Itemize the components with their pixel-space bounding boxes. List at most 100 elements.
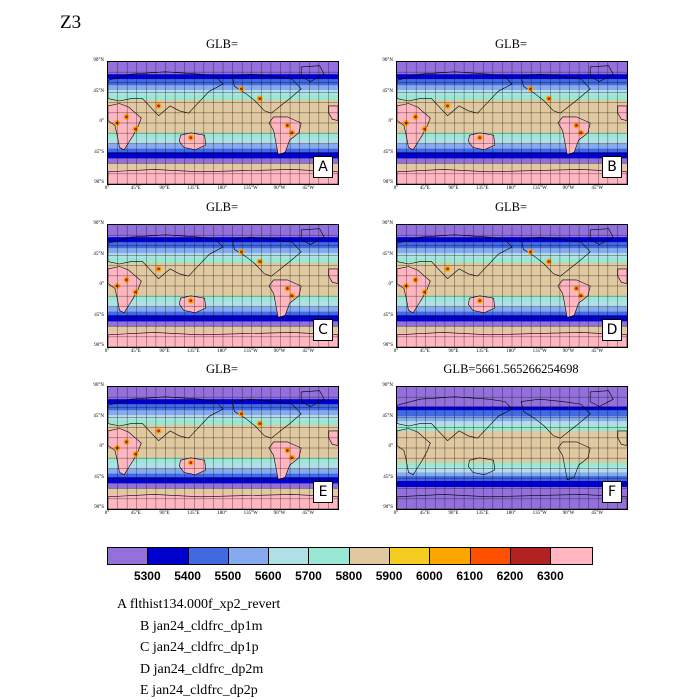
lon-tick-label: 45°W [302,349,315,354]
lat-tick-label: 90°S [383,180,393,185]
lat-tick-label: 90°N [382,58,393,63]
colorbar-label: 5400 [174,569,201,583]
lat-tick-label: 45°S [383,474,393,480]
map-plot [107,386,339,510]
lon-tick-label: 90°E [159,349,170,354]
lon-tick-label: 90°W [562,511,575,516]
lon-tick-label: 90°W [273,511,286,516]
colorbar-swatch [349,548,391,564]
colorbar-swatch [148,548,189,564]
legend-letter: C [140,640,150,655]
legend-case-name: jan24_cldfrc_dp1m [149,618,263,634]
lon-tick-label: 135°W [243,349,258,354]
lat-tick-label: 45°S [383,312,393,318]
lat-tick-label: 45°S [94,474,104,480]
lon-tick-label: 45°W [591,186,604,191]
lat-tick-label: 90°S [94,343,104,348]
legend-entry: B jan24_cldfrc_dp1m [140,619,262,635]
legend-letter: B [140,618,150,634]
panel-letter: E [313,481,333,503]
legend-letter: D [140,661,151,677]
colorbar-label: 5700 [295,569,322,583]
colorbar-swatch [430,548,471,564]
lon-tick-label: 45°W [302,511,315,516]
lon-tick-label: 180° [217,349,227,354]
lon-tick-label: 0° [104,349,110,354]
panel-title: GLB= [494,37,528,51]
map-plot [107,61,339,185]
map-plot [396,386,628,510]
lon-tick-label: 45°W [302,186,315,191]
lon-tick-label: 180° [506,349,516,354]
lon-tick-label: 45°W [591,511,604,516]
lon-tick-label: 90°W [273,349,286,354]
lon-tick-label: 180° [217,511,227,516]
lon-tick-label: 135°E [475,349,489,354]
colorbar-label: 5900 [375,569,403,583]
lon-tick-label: 45°E [130,511,141,516]
lon-tick-label: 90°W [273,186,286,191]
lat-tick-label: 45°N [382,88,393,94]
colorbar-swatch [390,548,431,564]
panel-letter: F [602,481,622,503]
lon-tick-label: 135°W [243,511,258,516]
colorbar-swatch [309,548,350,564]
lon-tick-label: 90°E [448,186,459,191]
lat-tick-label: 90°N [382,383,393,388]
legend-case-name: jan24_cldfrc_dp2p [148,683,258,698]
panel-title: GLB= [205,37,239,51]
colorbar-swatch [188,548,229,564]
lon-tick-label: 90°E [448,349,459,354]
colorbar-swatch [551,548,592,564]
legend-case-name: jan24_cldfrc_dp2m [150,661,264,677]
colorbar-label: 5300 [133,569,161,583]
colorbar-label: 6200 [496,569,524,583]
colorbar-label: 6100 [456,569,484,583]
lon-tick-label: 180° [506,511,516,516]
map-plot [396,61,628,185]
lat-tick-label: 0° [99,282,105,287]
lat-tick-label: 90°S [383,505,393,510]
legend-letter: E [140,683,149,698]
lat-tick-label: 90°S [94,180,104,185]
panel-title: GLB= [205,362,239,376]
lat-tick-label: 45°N [93,88,104,94]
lon-tick-label: 135°W [243,186,258,191]
lon-tick-label: 135°E [186,511,200,516]
panel-title: GLB= [494,200,528,214]
panel-letter: C [313,319,333,341]
lat-tick-label: 0° [388,444,394,449]
colorbar-label: 5500 [214,569,242,583]
panel-title: GLB=5661.565266254698 [443,362,579,376]
lon-tick-label: 135°E [186,349,200,354]
legend-entry: C jan24_cldfrc_dp1p [140,640,259,656]
lon-tick-label: 45°W [591,349,604,354]
lat-tick-label: 0° [388,282,394,287]
lat-tick-label: 90°N [93,383,104,388]
legend-entry: E jan24_cldfrc_dp2p [140,683,258,699]
lon-tick-label: 45°E [419,349,430,354]
lat-tick-label: 90°N [93,58,104,63]
lon-tick-label: 90°E [159,511,170,516]
map-plot [107,224,339,348]
lon-tick-label: 135°E [186,186,200,191]
panel-letter: A [313,156,333,178]
lat-tick-label: 90°S [383,343,393,348]
lon-tick-label: 0° [393,349,399,354]
lon-tick-label: 135°W [532,349,547,354]
lon-tick-label: 45°E [419,511,430,516]
figure-title: Z3 [60,12,82,33]
lon-tick-label: 90°W [562,349,575,354]
colorbar-swatch [269,548,310,564]
lon-tick-label: 135°E [475,186,489,191]
colorbar-label: 5800 [335,569,363,583]
lon-tick-label: 45°E [130,186,141,191]
legend-entry: A flthist134.000f_xp2_revert [117,597,280,613]
lon-tick-label: 0° [104,511,110,516]
legend-letter: A [117,597,127,612]
lat-tick-label: 45°S [94,312,104,318]
lon-tick-label: 45°E [130,349,141,354]
lon-tick-label: 90°E [159,186,170,191]
legend-case-name: flthist134.000f_xp2_revert [126,597,281,612]
lat-tick-label: 0° [99,444,105,449]
